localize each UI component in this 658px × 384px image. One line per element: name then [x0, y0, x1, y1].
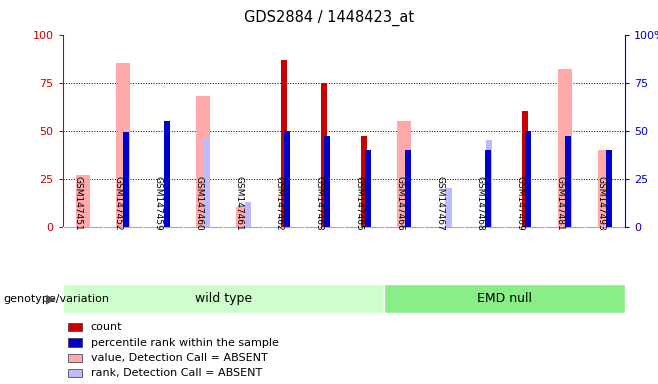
Bar	[485, 150, 491, 227]
Bar	[68, 369, 82, 377]
Bar	[76, 175, 89, 227]
Text: GSM147462: GSM147462	[274, 176, 284, 231]
Text: GSM147460: GSM147460	[194, 176, 203, 231]
Bar	[68, 354, 82, 362]
Text: GDS2884 / 1448423_at: GDS2884 / 1448423_at	[244, 10, 414, 26]
Bar	[320, 83, 327, 227]
Text: rank, Detection Call = ABSENT: rank, Detection Call = ABSENT	[91, 368, 262, 378]
Text: GSM147466: GSM147466	[395, 176, 404, 231]
Bar	[558, 69, 572, 227]
Text: value, Detection Call = ABSENT: value, Detection Call = ABSENT	[91, 353, 267, 363]
Bar	[280, 60, 286, 227]
Text: percentile rank within the sample: percentile rank within the sample	[91, 338, 278, 348]
Text: GSM147459: GSM147459	[154, 176, 163, 231]
Text: GSM147493: GSM147493	[596, 176, 605, 231]
Bar	[397, 121, 411, 227]
Bar	[124, 132, 130, 227]
Text: GSM147451: GSM147451	[74, 176, 83, 231]
Bar	[205, 138, 211, 227]
Text: wild type: wild type	[195, 292, 252, 305]
Text: GSM147465: GSM147465	[355, 176, 364, 231]
Text: EMD null: EMD null	[477, 292, 532, 305]
Bar	[196, 96, 210, 227]
Bar	[324, 136, 330, 227]
Bar	[361, 136, 367, 227]
Text: GSM147467: GSM147467	[436, 176, 444, 231]
Text: genotype/variation: genotype/variation	[3, 294, 109, 304]
Bar	[384, 284, 625, 313]
Bar	[445, 188, 451, 227]
Bar	[68, 338, 82, 347]
Text: count: count	[91, 322, 122, 332]
Text: GSM147461: GSM147461	[234, 176, 243, 231]
Bar	[365, 150, 370, 227]
Bar	[284, 131, 290, 227]
Text: GSM147452: GSM147452	[114, 176, 123, 231]
Bar	[236, 207, 251, 227]
Bar	[525, 131, 531, 227]
Bar	[245, 202, 251, 227]
Bar	[68, 323, 82, 331]
Bar	[63, 284, 384, 313]
Text: GSM147468: GSM147468	[476, 176, 484, 231]
Text: ▶: ▶	[46, 292, 56, 305]
Text: GSM147481: GSM147481	[556, 176, 565, 231]
Bar	[522, 111, 528, 227]
Bar	[405, 150, 411, 227]
Text: GSM147469: GSM147469	[516, 176, 524, 231]
Bar	[486, 140, 492, 227]
Text: GSM147463: GSM147463	[315, 176, 324, 231]
Bar	[565, 136, 571, 227]
Bar	[116, 63, 130, 227]
Bar	[605, 150, 612, 227]
Bar	[598, 150, 612, 227]
Bar	[164, 121, 170, 227]
